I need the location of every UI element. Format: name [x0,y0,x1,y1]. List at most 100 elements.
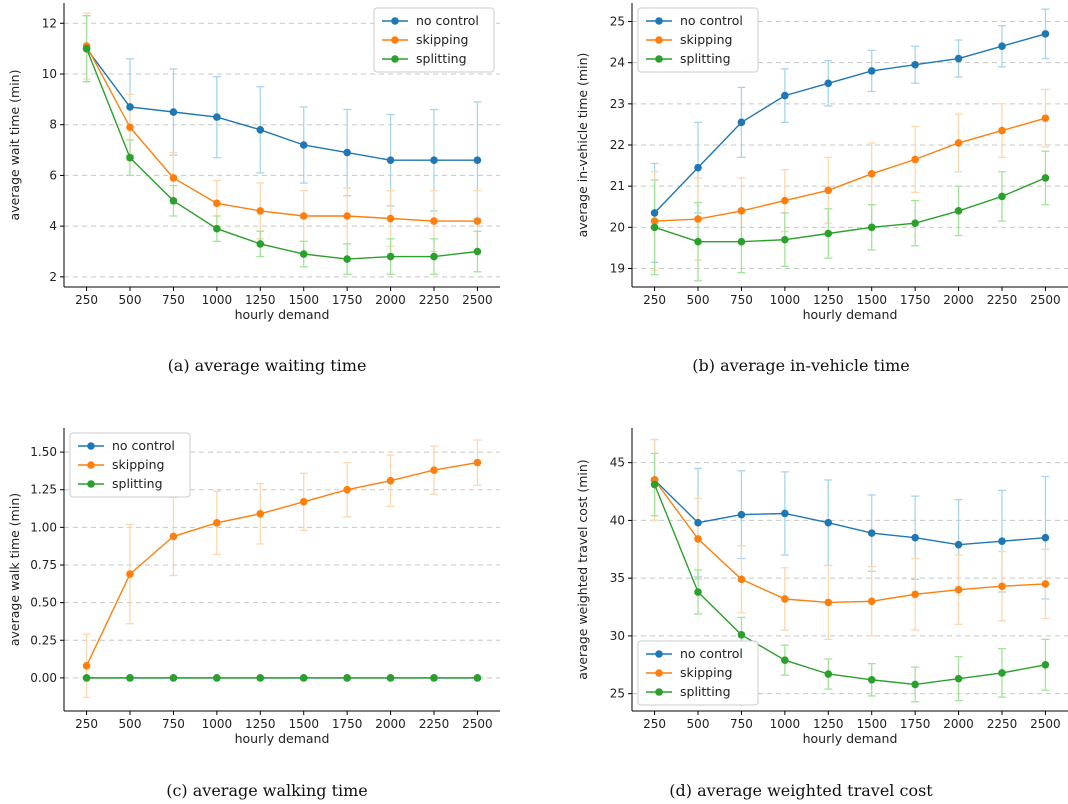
x-tick-label: 250 [643,293,666,307]
data-point-skipping [954,585,963,594]
data-point-splitting [213,224,221,233]
data-point-splitting [998,192,1006,201]
data-point-no-control [998,42,1006,51]
legend-label: splitting [416,51,467,66]
data-point-no-control [781,509,789,518]
data-point-skipping [867,170,876,178]
data-point-no-control [430,156,438,165]
legend-marker [87,461,95,469]
data-point-no-control [126,103,134,111]
data-point-no-control [824,79,833,88]
data-point-no-control [911,60,919,69]
legend-marker [655,688,663,696]
data-point-splitting [126,153,134,162]
x-tick-label: 2500 [462,717,493,731]
data-point-splitting [343,255,351,263]
data-point-splitting [430,674,438,682]
legend-marker [655,650,663,658]
data-point-skipping [694,535,702,543]
legend-label: no control [680,646,743,661]
data-point-skipping [737,575,746,584]
data-point-no-control [1041,533,1050,542]
data-point-skipping [343,485,351,494]
data-point-splitting [998,669,1006,677]
data-point-splitting [781,656,789,664]
data-point-splitting [256,240,265,248]
data-point-splitting [954,207,963,215]
legend-label: skipping [416,32,468,47]
data-point-splitting [694,588,702,596]
y-tick-label: 23 [610,97,625,111]
legend-label: splitting [112,476,163,491]
data-point-splitting [126,674,134,682]
legend: no control skipping splitting [637,7,759,73]
legend-label: no control [112,438,175,453]
series-line-skipping [654,479,1046,604]
legend-marker [87,480,95,488]
x-tick-label: 500 [687,717,710,731]
data-point-skipping [169,532,178,541]
x-tick-label: 1750 [332,293,363,307]
x-tick-label: 750 [162,717,185,731]
y-tick-label: 6 [49,168,57,182]
x-tick-label: 1750 [332,717,363,731]
y-axis-label: average weighted travel cost (min) [575,459,590,679]
legend: no control skipping splitting [69,432,191,498]
data-point-skipping [650,217,659,225]
x-tick-label: 2250 [419,717,450,731]
data-point-no-control [694,518,702,527]
legend-box [637,640,759,706]
data-point-splitting [911,219,919,228]
data-point-skipping [954,139,963,147]
x-tick-label: 2000 [943,717,974,731]
data-point-skipping [824,598,833,607]
legend-label: splitting [680,51,731,66]
x-tick-label: 750 [730,717,753,731]
x-axis-label: hourly demand [235,731,330,746]
data-point-no-control [781,91,789,100]
y-tick-label: 12 [42,16,57,30]
x-tick-label: 750 [162,293,185,307]
x-tick-label: 1000 [202,717,233,731]
x-tick-label: 2000 [943,293,974,307]
data-point-no-control [1041,30,1050,38]
x-tick-label: 1500 [856,717,887,731]
data-point-splitting [386,674,395,682]
data-point-splitting [256,674,265,682]
legend-marker [391,55,399,63]
data-point-no-control [824,518,833,527]
series-line-skipping [85,461,478,667]
x-tick-label: 2500 [1030,717,1061,731]
caption-d: (d) average weighted travel cost [669,781,933,800]
y-tick-label: 20 [610,220,625,234]
x-tick-label: 250 [75,717,98,731]
x-tick-label: 1500 [288,717,319,731]
series-line-no-control [86,48,478,161]
legend-marker [655,36,663,44]
data-point-splitting [299,674,308,682]
x-tick-label: 1250 [245,293,276,307]
series-line-skipping [85,45,478,222]
data-point-splitting [82,44,91,53]
data-point-splitting [343,674,351,682]
y-tick-label: 8 [49,118,57,132]
data-point-skipping [82,662,91,670]
y-tick-label: 1.25 [30,483,57,497]
legend-label: skipping [680,32,732,47]
legend-marker [391,36,399,44]
data-point-splitting [824,670,833,678]
legend-box [637,7,759,73]
series-line-no-control [654,33,1046,214]
chart-panel-2: 0.00 0.25 0.50 0.75 1.00 1.25 1.50 250 500 750 100… [7,428,500,746]
series-line-no-control [654,479,1046,546]
x-tick-label: 1750 [900,293,931,307]
data-point-no-control [954,540,963,549]
data-point-no-control [343,148,351,157]
data-point-skipping [213,199,221,208]
data-point-skipping [781,196,789,205]
data-point-splitting [824,229,833,238]
data-point-splitting [867,223,876,232]
x-tick-label: 1500 [856,293,887,307]
data-point-skipping [998,582,1006,591]
